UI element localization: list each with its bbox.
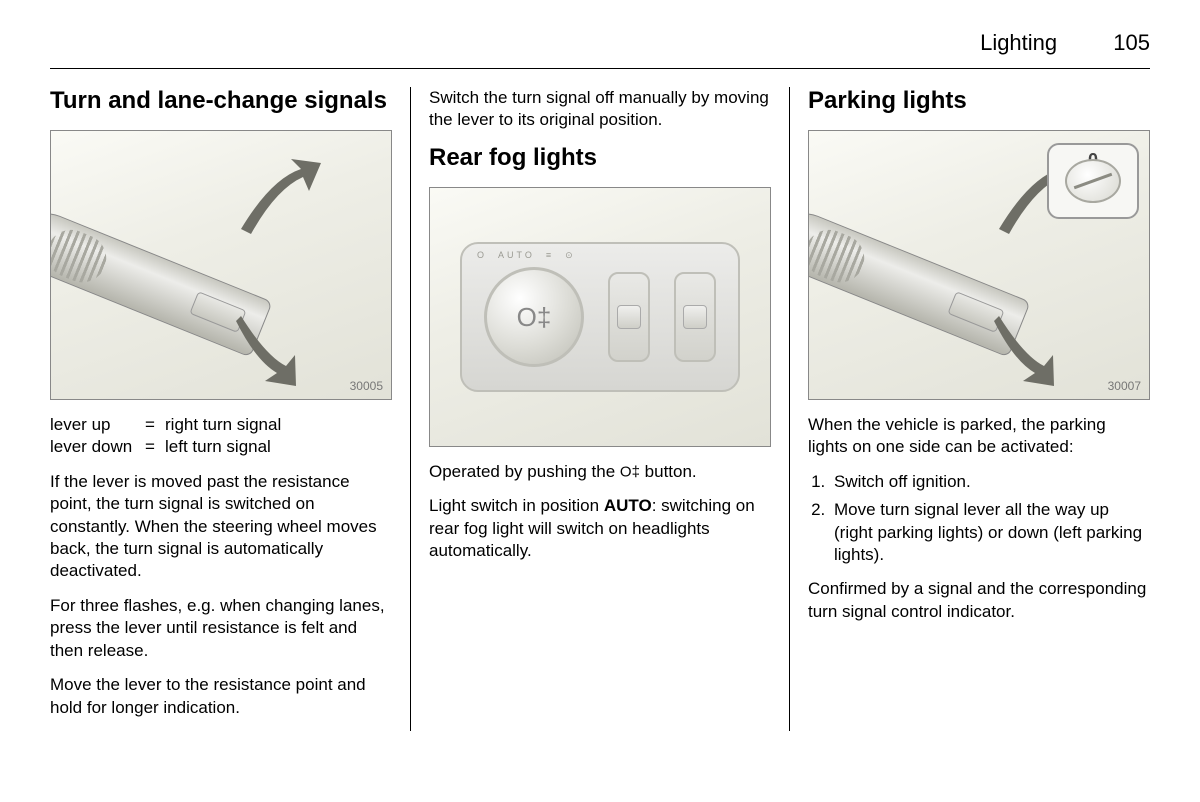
list-item: Move turn signal lever all the way up (r… [830,499,1150,566]
page-header: Lighting 105 [50,30,1150,69]
dial-position-marks: O AUTO ≡ ⊙ [477,250,576,262]
column-1: Turn and lane-change signals 30005 lever… [50,87,411,731]
body-text: Move the lever to the resistance point a… [50,674,392,719]
ignition-key-icon [1065,159,1121,203]
light-switch-panel-illustration: O AUTO ≡ ⊙ O‡ [460,242,740,392]
def-value: left turn signal [165,436,392,458]
ignition-inset-illustration: 0 [1047,143,1139,219]
lever-direction-table: lever up = right turn signal lever down … [50,414,392,459]
heading-parking-lights: Parking lights [808,87,1150,116]
figure-number: 30007 [1108,379,1141,395]
table-row: lever down = left turn signal [50,436,392,458]
heading-rear-fog-lights: Rear fog lights [429,144,771,173]
list-item: Switch off ignition. [830,471,1150,493]
dimmer-slider [608,272,650,362]
steps-list: Switch off ignition. Move turn signal le… [830,471,1150,567]
column-2: Switch the turn signal off manually by m… [411,87,790,731]
def-key: lever up [50,414,145,436]
text-fragment: Light switch in position [429,496,604,515]
text-fragment: button. [640,462,697,481]
column-3: Parking lights 0 30007 When the vehicle … [790,87,1150,731]
body-text: When the vehicle is parked, the parking … [808,414,1150,459]
figure-fog-light-switch: O AUTO ≡ ⊙ O‡ [429,187,771,447]
def-equals: = [145,436,165,458]
header-page-number: 105 [1113,30,1150,55]
body-text: Switch the turn signal off manually by m… [429,87,771,132]
text-bold: AUTO [604,496,652,515]
arrow-down-icon [989,311,1069,397]
body-text: If the lever is moved past the resistanc… [50,471,392,583]
fog-light-inline-icon: O‡ [620,463,640,480]
three-column-layout: Turn and lane-change signals 30005 lever… [50,87,1150,731]
body-text: Light switch in position AUTO: switching… [429,495,771,562]
arrow-up-icon [231,149,321,245]
body-text: Confirmed by a signal and the correspond… [808,578,1150,623]
arrow-down-icon [231,311,311,397]
body-text: For three flashes, e.g. when changing la… [50,595,392,662]
figure-turn-signal-lever: 30005 [50,130,392,400]
header-section: Lighting [980,30,1057,55]
rotary-light-switch: O AUTO ≡ ⊙ O‡ [484,267,584,367]
def-value: right turn signal [165,414,392,436]
text-fragment: Operated by pushing the [429,462,620,481]
heading-turn-signals: Turn and lane-change signals [50,87,392,116]
level-slider [674,272,716,362]
stalk-grip-texture [808,222,871,289]
table-row: lever up = right turn signal [50,414,392,436]
def-key: lever down [50,436,145,458]
figure-parking-lights-lever: 0 30007 [808,130,1150,400]
body-text: Operated by pushing the O‡ button. [429,461,771,483]
figure-number: 30005 [350,379,383,395]
fog-light-icon: O‡ [517,300,552,334]
stalk-grip-texture [50,222,113,289]
def-equals: = [145,414,165,436]
